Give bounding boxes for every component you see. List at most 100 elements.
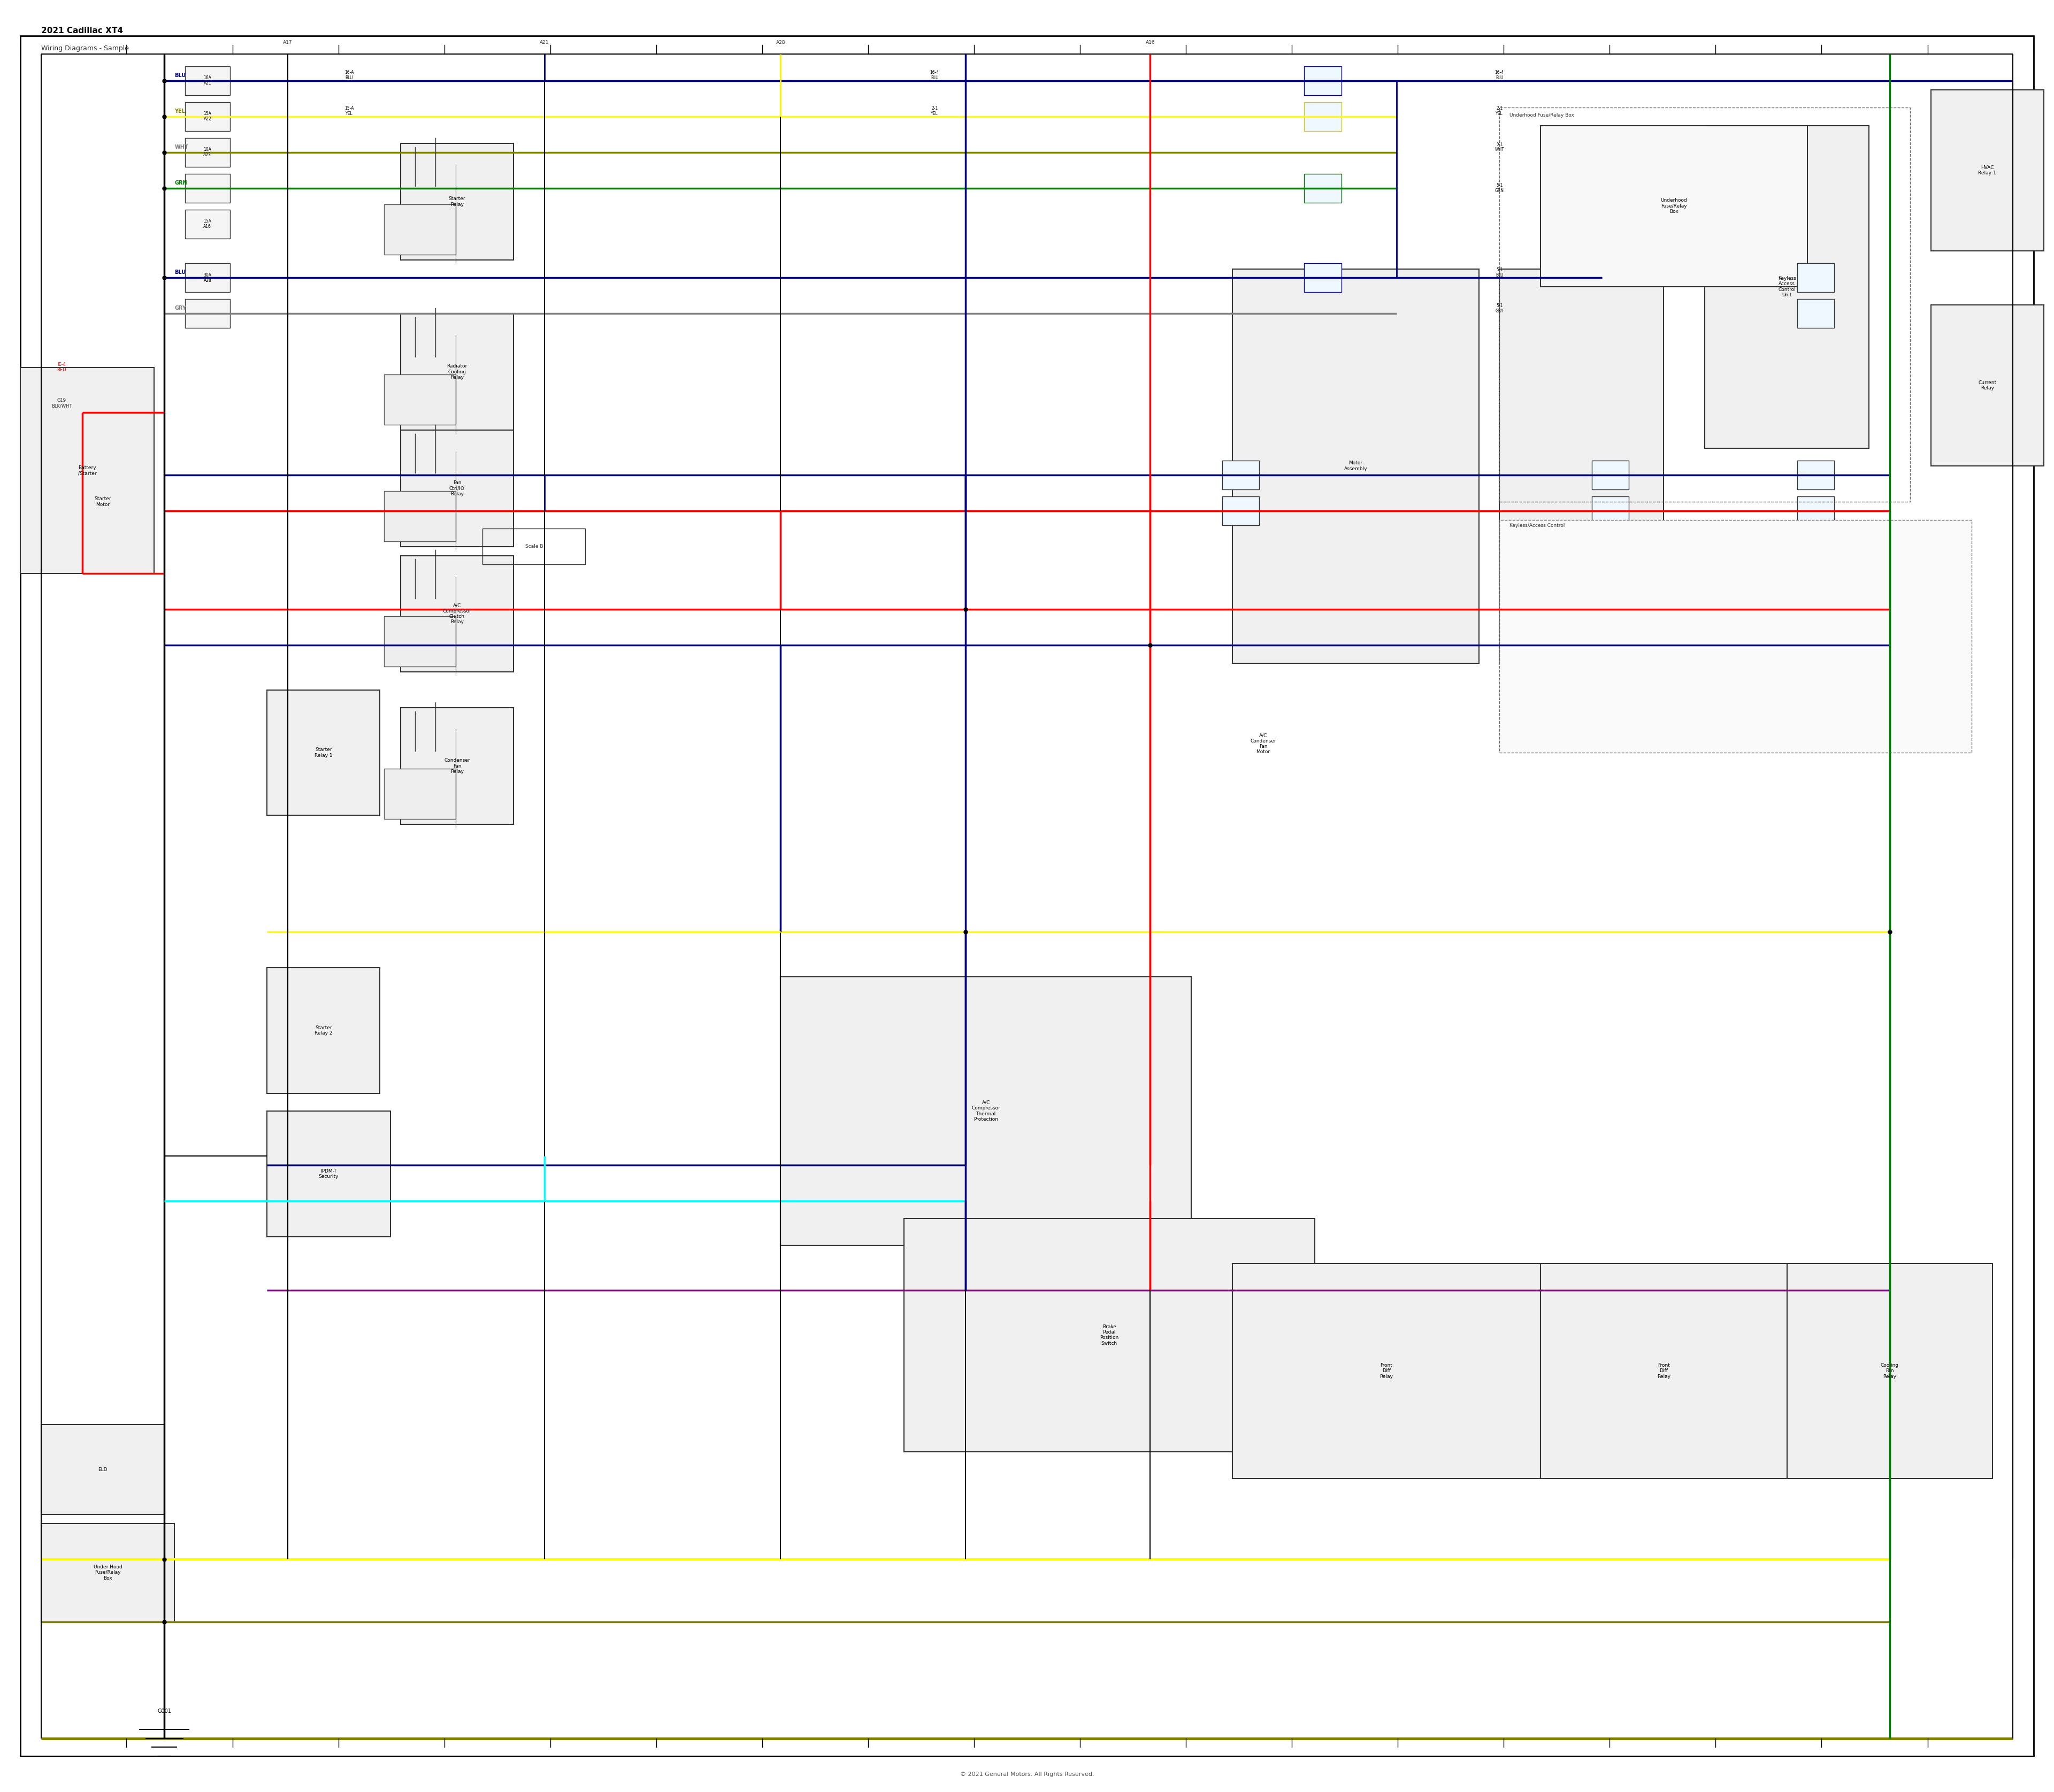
Text: Fan
Ctrl/IO
Relay: Fan Ctrl/IO Relay <box>450 480 464 496</box>
FancyBboxPatch shape <box>1499 269 1664 663</box>
FancyBboxPatch shape <box>267 690 380 815</box>
Text: 30A
A28: 30A A28 <box>203 272 212 283</box>
Text: Wiring Diagrams - Sample: Wiring Diagrams - Sample <box>41 45 129 52</box>
FancyBboxPatch shape <box>1931 90 2044 251</box>
Text: 16A
A21: 16A A21 <box>203 75 212 86</box>
Text: A/C
Condenser
Fan
Motor: A/C Condenser Fan Motor <box>1251 733 1276 754</box>
FancyBboxPatch shape <box>401 314 514 430</box>
Text: A/C
Compressor
Thermal
Protection: A/C Compressor Thermal Protection <box>972 1100 1000 1122</box>
FancyBboxPatch shape <box>401 708 514 824</box>
Text: 5-1
GRY: 5-1 GRY <box>1495 303 1504 314</box>
Text: IPDM-T
Security: IPDM-T Security <box>318 1168 339 1179</box>
Text: Underhood Fuse/Relay Box: Underhood Fuse/Relay Box <box>1510 113 1573 118</box>
Text: A28: A28 <box>776 39 785 45</box>
FancyBboxPatch shape <box>1232 269 1479 663</box>
FancyBboxPatch shape <box>1540 125 1808 287</box>
Text: BLU: BLU <box>175 73 187 77</box>
FancyBboxPatch shape <box>1787 1263 1992 1478</box>
Bar <box>1797 461 1834 489</box>
Text: WHT: WHT <box>175 145 189 149</box>
FancyBboxPatch shape <box>904 1219 1315 1452</box>
Text: GRN: GRN <box>175 181 187 185</box>
Text: G001: G001 <box>158 1710 170 1713</box>
Text: IE-4
RED: IE-4 RED <box>58 362 66 373</box>
Bar <box>384 769 456 819</box>
Text: Starter
Relay 2: Starter Relay 2 <box>314 1025 333 1036</box>
Bar <box>1797 496 1834 525</box>
Text: 2-1
YEL: 2-1 YEL <box>930 106 939 116</box>
Bar <box>1304 263 1341 292</box>
FancyBboxPatch shape <box>401 556 514 672</box>
Text: A/C
Compressor
Clutch
Relay: A/C Compressor Clutch Relay <box>442 602 472 624</box>
Text: Scale B: Scale B <box>526 545 542 548</box>
FancyBboxPatch shape <box>1540 1263 1787 1478</box>
Text: 16-A
BLU: 16-A BLU <box>345 70 353 81</box>
Text: © 2021 General Motors. All Rights Reserved.: © 2021 General Motors. All Rights Reserv… <box>959 1772 1095 1776</box>
Bar <box>1304 174 1341 202</box>
Text: Starter
Relay 1: Starter Relay 1 <box>314 747 333 758</box>
Text: Underhood
Fuse/Relay
Box: Underhood Fuse/Relay Box <box>1662 199 1686 213</box>
Bar <box>185 138 230 167</box>
Text: Condenser
Fan
Relay: Condenser Fan Relay <box>444 758 470 774</box>
Text: 2021 Cadillac XT4: 2021 Cadillac XT4 <box>41 27 123 34</box>
Text: 16-4
BLU: 16-4 BLU <box>1495 70 1504 81</box>
Text: GRY: GRY <box>175 306 187 310</box>
Text: 5-1
WHT: 5-1 WHT <box>1495 142 1504 152</box>
Bar <box>185 66 230 95</box>
FancyBboxPatch shape <box>21 367 154 573</box>
FancyBboxPatch shape <box>401 143 514 260</box>
Bar <box>1592 461 1629 489</box>
FancyBboxPatch shape <box>267 968 380 1093</box>
Text: Starter
Motor: Starter Motor <box>94 496 111 507</box>
Bar <box>1592 496 1629 525</box>
Bar <box>185 174 230 202</box>
Text: 2-1
YEL: 2-1 YEL <box>1495 106 1504 116</box>
FancyBboxPatch shape <box>1232 1263 1540 1478</box>
Bar <box>185 263 230 292</box>
FancyBboxPatch shape <box>401 430 514 547</box>
Text: Keyless/Access Control: Keyless/Access Control <box>1510 523 1565 529</box>
Text: Brake
Pedal
Position
Switch: Brake Pedal Position Switch <box>1099 1324 1119 1346</box>
Text: 15A
A22: 15A A22 <box>203 111 212 122</box>
Bar <box>1499 108 1910 502</box>
Text: 5-1
BLU: 5-1 BLU <box>1495 267 1504 278</box>
Bar <box>384 375 456 425</box>
Text: 16-4
BLU: 16-4 BLU <box>930 70 939 81</box>
FancyBboxPatch shape <box>1705 125 1869 448</box>
Text: Battery
/Starter: Battery /Starter <box>78 466 97 475</box>
Text: Cooling
Fan
Relay: Cooling Fan Relay <box>1881 1364 1898 1378</box>
Bar <box>185 210 230 238</box>
Bar <box>384 491 456 541</box>
Bar <box>1499 520 1972 753</box>
Text: Keyless
Access
Control
Unit: Keyless Access Control Unit <box>1779 276 1795 297</box>
Text: 5-1
GRN: 5-1 GRN <box>1495 183 1504 194</box>
Bar <box>185 299 230 328</box>
Bar <box>1222 461 1259 489</box>
Text: ELD: ELD <box>99 1468 107 1471</box>
Text: Current
Relay: Current Relay <box>1978 380 1996 391</box>
Bar <box>384 616 456 667</box>
Bar <box>1304 66 1341 95</box>
Text: Radiator
Cooling
Relay: Radiator Cooling Relay <box>448 364 466 380</box>
Text: YEL: YEL <box>175 109 185 113</box>
Text: Under Hood
Fuse/Relay
Box: Under Hood Fuse/Relay Box <box>94 1564 121 1581</box>
Text: G19
BLK/WHT: G19 BLK/WHT <box>51 398 72 409</box>
Bar <box>185 102 230 131</box>
Bar <box>1797 263 1834 292</box>
FancyBboxPatch shape <box>267 1111 390 1236</box>
Bar <box>1304 102 1341 131</box>
Text: 10A
A23: 10A A23 <box>203 147 212 158</box>
FancyBboxPatch shape <box>41 1425 164 1514</box>
FancyBboxPatch shape <box>781 977 1191 1245</box>
Text: HVAC
Relay 1: HVAC Relay 1 <box>1978 165 1996 176</box>
Text: BLU: BLU <box>175 271 187 274</box>
Text: Starter
Relay: Starter Relay <box>448 197 466 206</box>
Text: A21: A21 <box>540 39 548 45</box>
FancyBboxPatch shape <box>41 1523 175 1622</box>
Bar <box>1797 299 1834 328</box>
Text: 15-A
YEL: 15-A YEL <box>345 106 353 116</box>
Text: Motor
Assembly: Motor Assembly <box>1343 461 1368 471</box>
FancyBboxPatch shape <box>1931 305 2044 466</box>
Text: A17: A17 <box>283 39 292 45</box>
Text: A16: A16 <box>1146 39 1154 45</box>
